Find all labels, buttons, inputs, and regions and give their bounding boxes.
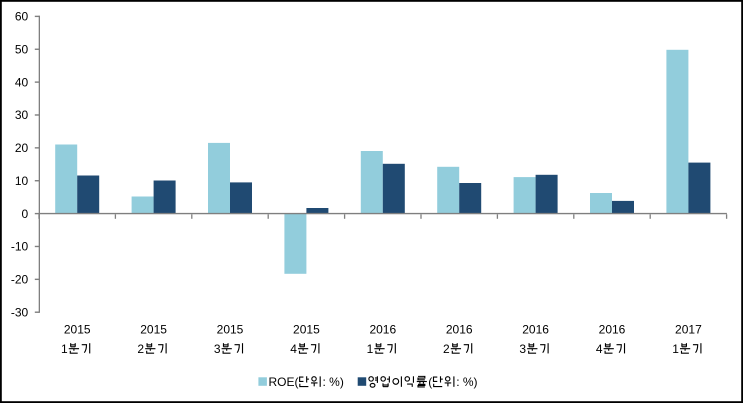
svg-text:10: 10	[15, 174, 29, 188]
svg-text:2015: 2015	[293, 322, 320, 336]
svg-text:ROE(: ROE(	[269, 375, 299, 389]
svg-text:3: 3	[214, 342, 221, 356]
svg-text:2016: 2016	[446, 322, 473, 336]
svg-text:2015: 2015	[64, 322, 91, 336]
svg-text:20: 20	[15, 141, 29, 155]
svg-text:2017: 2017	[675, 322, 702, 336]
svg-text:(: (	[428, 375, 432, 389]
svg-text:50: 50	[15, 43, 29, 57]
svg-text:2: 2	[443, 342, 450, 356]
svg-text:-20: -20	[11, 273, 29, 287]
svg-text:2016: 2016	[599, 322, 626, 336]
svg-text:-10: -10	[11, 240, 29, 254]
svg-text:-30: -30	[11, 305, 29, 319]
svg-text:2015: 2015	[140, 322, 167, 336]
svg-text:1: 1	[672, 342, 679, 356]
svg-text:3: 3	[519, 342, 526, 356]
svg-text:60: 60	[15, 10, 29, 24]
svg-text:1: 1	[367, 342, 374, 356]
svg-text:2016: 2016	[369, 322, 396, 336]
svg-text:2015: 2015	[217, 322, 244, 336]
svg-text:2016: 2016	[522, 322, 549, 336]
svg-text:40: 40	[15, 75, 29, 89]
svg-text:: %): : %)	[456, 375, 477, 389]
svg-text:0: 0	[22, 207, 29, 221]
svg-text:4: 4	[290, 342, 297, 356]
svg-text:1: 1	[61, 342, 68, 356]
svg-text:4: 4	[596, 342, 603, 356]
svg-text:30: 30	[15, 108, 29, 122]
svg-text:: %): : %)	[323, 375, 344, 389]
svg-text:2: 2	[137, 342, 144, 356]
